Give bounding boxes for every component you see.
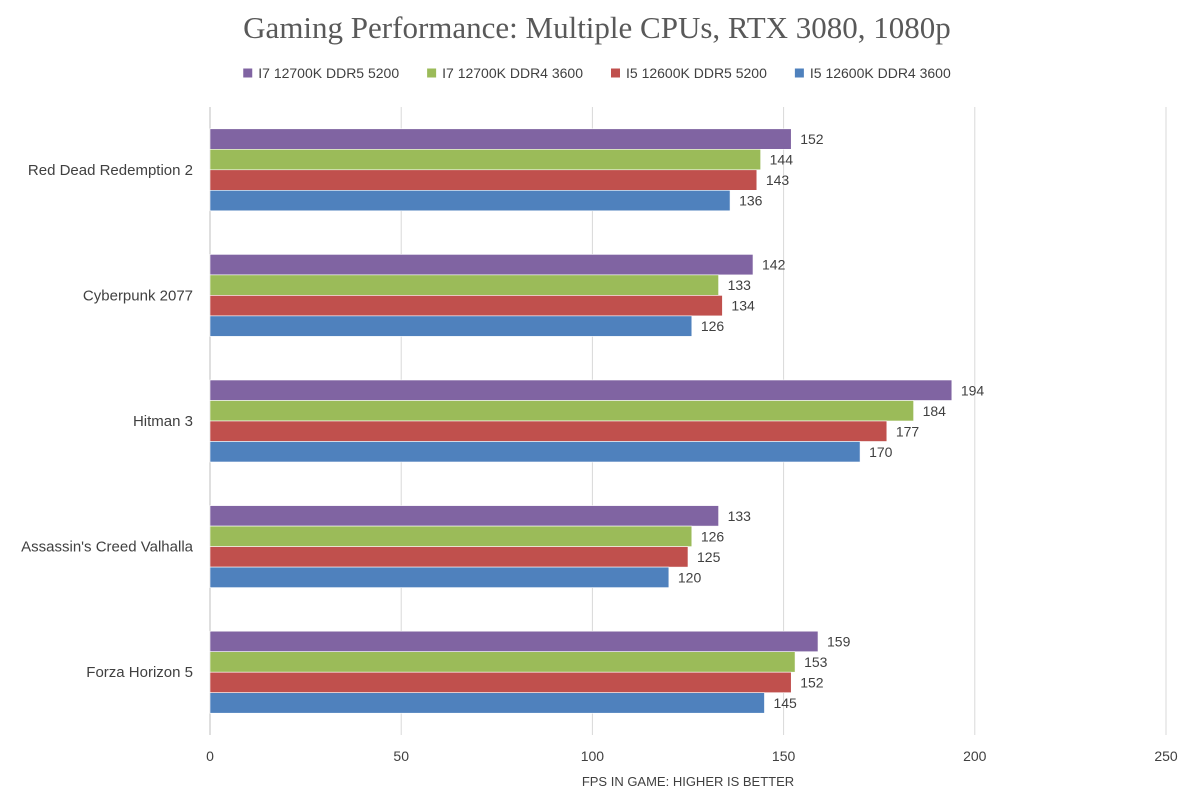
bar — [209, 254, 754, 276]
data-label: 145 — [773, 695, 797, 711]
data-label: 142 — [762, 257, 786, 273]
category-label: Hitman 3 — [133, 413, 193, 430]
x-axis-label: FPS IN GAME: HIGHER IS BETTER — [582, 774, 794, 789]
data-label: 126 — [701, 318, 725, 334]
bar — [209, 379, 953, 401]
data-label: 184 — [923, 403, 947, 419]
bar — [209, 315, 693, 337]
bar — [209, 400, 914, 422]
data-label: 133 — [728, 508, 752, 524]
data-label: 136 — [739, 193, 763, 209]
legend-swatch — [794, 68, 804, 78]
category-labels: Red Dead Redemption 2 Cyberpunk 2077 Hitma… — [21, 162, 193, 681]
data-label: 152 — [800, 674, 824, 690]
x-tick-labels: 0 50 100 150 200 250 — [206, 748, 1178, 764]
data-label: 120 — [678, 569, 702, 585]
category-label: Forza Horizon 5 — [86, 664, 193, 681]
bar — [209, 546, 689, 568]
category-label: Cyberpunk 2077 — [83, 287, 193, 304]
data-label: 170 — [869, 444, 893, 460]
bar — [209, 169, 758, 191]
legend-swatch — [243, 68, 253, 78]
bar — [209, 420, 888, 442]
legend-label: I5 12600K DDR5 5200 — [626, 65, 767, 81]
data-label: 143 — [766, 172, 790, 188]
bar — [209, 525, 693, 547]
category-label: Red Dead Redemption 2 — [28, 162, 193, 179]
bar — [209, 295, 723, 317]
bar — [209, 651, 796, 673]
bar — [209, 274, 719, 296]
data-label: 125 — [697, 549, 721, 565]
bar — [209, 441, 861, 463]
data-label: 144 — [770, 152, 794, 168]
bar — [209, 128, 792, 150]
chart-title: Gaming Performance: Multiple CPUs, RTX 3… — [243, 10, 951, 45]
data-label: 126 — [701, 528, 725, 544]
data-label: 152 — [800, 131, 824, 147]
data-label: 177 — [896, 423, 920, 439]
data-label: 153 — [804, 654, 828, 670]
x-tick-label: 50 — [393, 748, 409, 764]
legend-swatch — [427, 68, 437, 78]
bar — [209, 692, 765, 714]
bar — [209, 505, 719, 527]
legend-swatch — [611, 68, 620, 78]
bar — [209, 671, 792, 694]
data-label: 159 — [827, 633, 851, 649]
value-labels: 1521441431361421331341261941841771701331… — [678, 131, 985, 711]
x-tick-label: 200 — [963, 748, 987, 764]
data-label: 194 — [961, 382, 985, 398]
legend: I7 12700K DDR5 5200 I7 12700K DDR4 3600 I5… — [243, 65, 951, 81]
bar — [209, 190, 731, 212]
bar — [209, 149, 761, 171]
bar — [209, 566, 670, 588]
legend-label: I5 12600K DDR4 3600 — [810, 65, 951, 81]
data-label: 134 — [731, 298, 755, 314]
x-tick-label: 100 — [581, 748, 605, 764]
legend-label: I7 12700K DDR5 5200 — [258, 65, 399, 81]
bar — [209, 630, 819, 653]
data-label: 133 — [728, 277, 752, 293]
x-tick-label: 0 — [206, 748, 214, 764]
x-tick-label: 150 — [772, 748, 796, 764]
x-tick-label: 250 — [1154, 748, 1178, 764]
bars — [209, 128, 953, 714]
category-label: Assassin's Creed Valhalla — [21, 539, 193, 556]
legend-label: I7 12700K DDR4 3600 — [442, 65, 583, 81]
